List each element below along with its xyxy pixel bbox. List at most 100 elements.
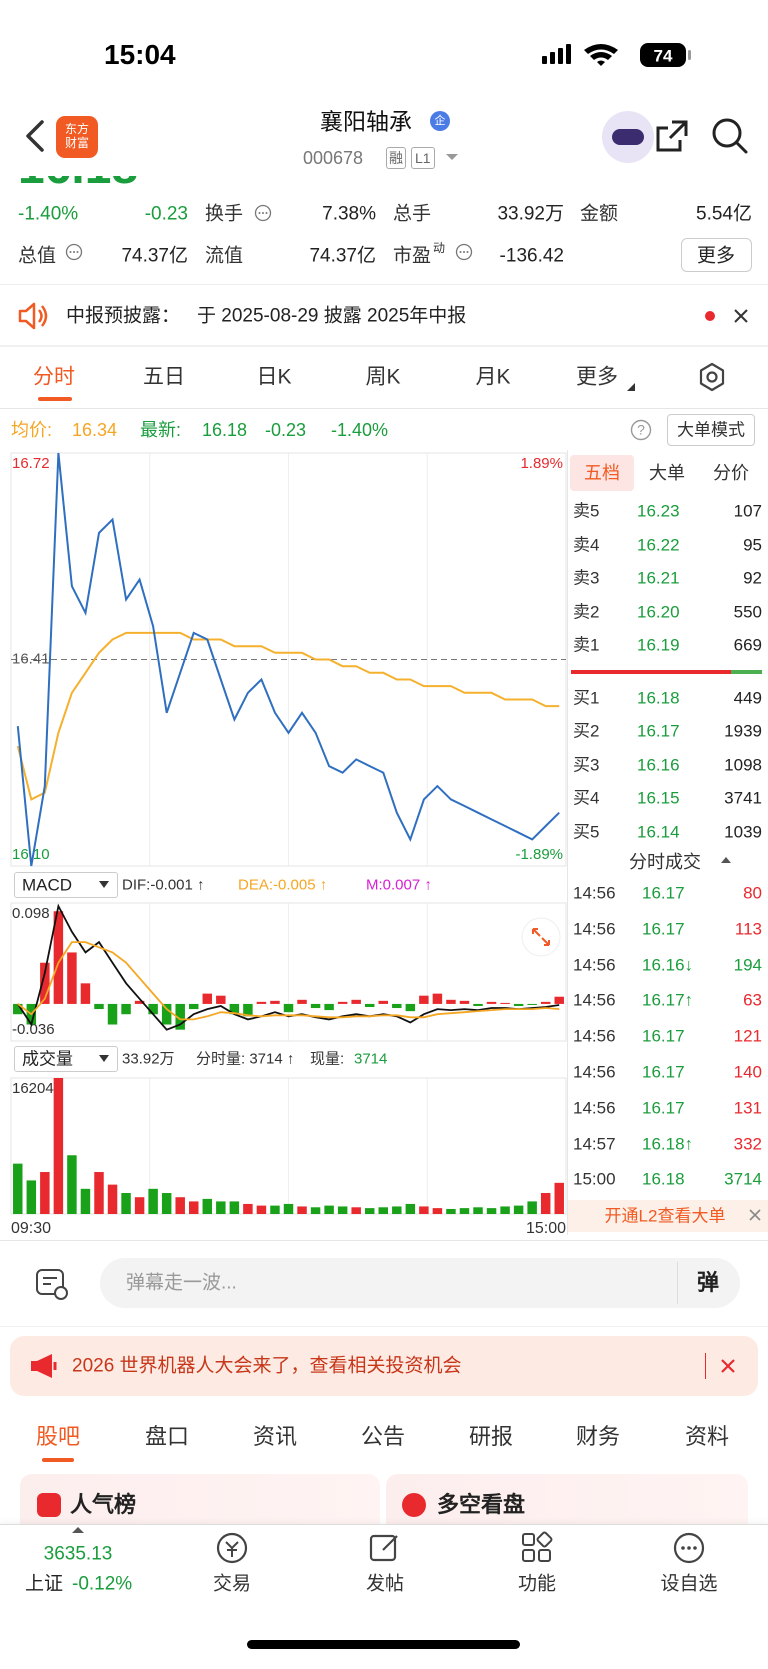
order-price: 16.14: [637, 822, 680, 842]
change-percent: -1.40%: [18, 203, 79, 225]
section-tab[interactable]: 研报: [468, 1424, 514, 1449]
y2-tick-label: 1.89%: [520, 455, 563, 472]
comment-settings-icon[interactable]: [34, 1266, 70, 1302]
volume-bar: [175, 1197, 185, 1214]
big-order-mode-button[interactable]: [667, 414, 755, 446]
volume-bar: [202, 1198, 213, 1214]
notice-close[interactable]: [733, 308, 749, 324]
order-level: 买5: [573, 822, 600, 842]
macd-bar: [13, 1003, 23, 1015]
nav-item[interactable]: 功能: [517, 1573, 557, 1595]
chart-tab[interactable]: 分时: [33, 365, 75, 389]
more-button[interactable]: [681, 238, 752, 272]
section-tab[interactable]: 财务: [575, 1424, 621, 1449]
help-icon[interactable]: ?: [630, 419, 652, 441]
order-price: 16.15: [637, 788, 680, 808]
nav-item[interactable]: 发帖: [365, 1573, 405, 1595]
volume-bar: [378, 1207, 388, 1214]
trade-volume: 332: [733, 1134, 762, 1154]
watchlist-icon[interactable]: [671, 1530, 707, 1566]
expand-button[interactable]: [521, 917, 561, 957]
macd-bar: [446, 999, 456, 1004]
order-price: 16.20: [637, 602, 680, 622]
order-volume: 3741: [724, 788, 762, 808]
tab-underline: [38, 397, 72, 401]
section-tab[interactable]: 资讯: [252, 1424, 298, 1449]
trade-time: 14:56: [573, 1026, 616, 1046]
settings-icon[interactable]: [697, 362, 727, 392]
chart-tab[interactable]: 月K: [475, 365, 511, 389]
order-level: 买2: [573, 721, 600, 741]
macd-bar: [175, 1003, 185, 1030]
macd-bar: [148, 1003, 158, 1015]
order-level: 卖1: [573, 635, 600, 655]
volume-bar: [405, 1203, 416, 1214]
chart-tab[interactable]: 更多: [576, 365, 618, 389]
banner-text[interactable]: 2026 世界机器人大会来了，查看相关投资机会: [72, 1355, 462, 1377]
macd-bar: [229, 1003, 240, 1015]
banner-bg[interactable]: [10, 1336, 758, 1396]
post-icon[interactable]: [367, 1530, 403, 1566]
y2-tick-label: -1.89%: [515, 846, 563, 863]
trade-time: 14:56: [573, 1098, 616, 1118]
function-icon[interactable]: [519, 1530, 555, 1566]
avatar[interactable]: [602, 111, 654, 163]
order-tab[interactable]: 大单: [649, 463, 685, 483]
stock-badge: 企: [430, 111, 450, 131]
order-tab[interactable]: 五档: [584, 463, 620, 483]
order-volume: 107: [733, 501, 762, 521]
trade-volume: 131: [733, 1098, 762, 1118]
macd-line: [17, 903, 560, 1031]
order-tab[interactable]: 分价: [713, 463, 749, 483]
stat-sup: 动: [433, 241, 446, 255]
info-icon[interactable]: [254, 204, 272, 222]
trade-volume: 80: [743, 883, 762, 903]
volume-bar: [107, 1184, 118, 1214]
order-tab-active-bg: [570, 455, 634, 491]
order-volume: 669: [733, 635, 762, 655]
danmaku-button[interactable]: 弹: [696, 1270, 720, 1295]
indicator-legend: DIF:-0.001 ↑: [122, 876, 205, 894]
big-order-mode-label[interactable]: 大单模式: [677, 420, 745, 440]
macd-bar: [256, 1001, 267, 1004]
indicator-name: 成交量: [22, 1049, 73, 1069]
l2-close[interactable]: [748, 1208, 762, 1222]
nav-item[interactable]: 交易: [212, 1573, 252, 1595]
trades-arrow[interactable]: [720, 855, 732, 865]
trades-title: 分时成交: [629, 852, 701, 872]
index-change: -0.12%: [72, 1573, 133, 1595]
card-icon: [402, 1493, 426, 1517]
volume-selector[interactable]: [14, 1046, 118, 1072]
code-dropdown[interactable]: [446, 152, 458, 162]
info-icon[interactable]: [455, 243, 473, 261]
l2-link[interactable]: 开通L2查看大单: [604, 1206, 726, 1226]
macd-bar: [337, 1001, 348, 1004]
share-icon[interactable]: [652, 116, 692, 156]
notice-text: 于 2025-08-29 披露 2025年中报: [197, 305, 467, 327]
section-tab[interactable]: 股吧: [35, 1424, 81, 1449]
search-icon[interactable]: [710, 116, 750, 156]
section-tab[interactable]: 公告: [360, 1424, 406, 1449]
chart-tab[interactable]: 日K: [256, 365, 292, 389]
card-title: 人气榜: [70, 1492, 137, 1517]
section-tab[interactable]: 盘口: [144, 1424, 190, 1449]
trade-icon[interactable]: [214, 1530, 250, 1566]
volume-bar: [513, 1205, 524, 1214]
banner-close[interactable]: [720, 1358, 736, 1374]
trade-price: 16.17: [642, 1026, 685, 1046]
chart-tab[interactable]: 五日: [143, 365, 185, 389]
back-button[interactable]: [20, 118, 50, 154]
macd-bar: [527, 1003, 537, 1005]
macd-selector[interactable]: [14, 872, 118, 898]
comment-input[interactable]: [100, 1258, 740, 1308]
more-button-label[interactable]: 更多: [696, 245, 736, 267]
chart-tab[interactable]: 周K: [365, 365, 401, 389]
section-tab[interactable]: 资料: [684, 1424, 730, 1449]
comment-placeholder[interactable]: 弹幕走一波...: [126, 1272, 237, 1294]
volume-bar: [337, 1206, 348, 1214]
macd-bar: [500, 1002, 510, 1004]
trade-price: 16.17: [642, 1062, 685, 1082]
info-icon[interactable]: [65, 243, 83, 261]
y-tick-label: 16204: [12, 1080, 54, 1097]
nav-item[interactable]: 设自选: [660, 1573, 718, 1595]
